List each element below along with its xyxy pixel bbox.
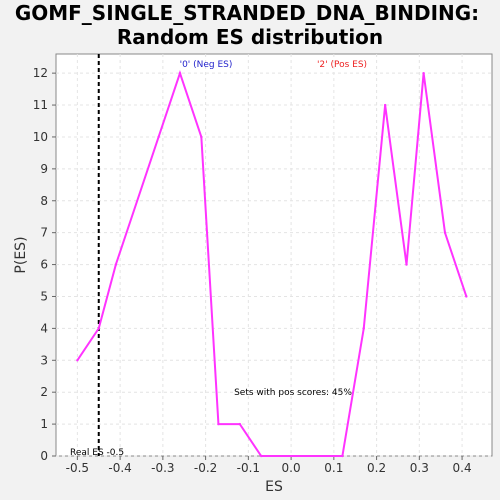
chart-title-line1: GOMF_SINGLE_STRANDED_DNA_BINDING: [15, 1, 479, 25]
data-point [443, 231, 447, 234]
y-tick-label: 6 [40, 258, 48, 272]
data-point [238, 422, 242, 426]
y-tick-label: 5 [40, 289, 48, 303]
y-tick-label: 2 [40, 385, 48, 399]
x-tick-label: 0.3 [410, 461, 429, 475]
data-point [178, 71, 182, 75]
x-tick-label: -0.3 [151, 461, 174, 475]
data-point [422, 71, 425, 75]
data-point [217, 422, 220, 426]
data-point [465, 295, 468, 298]
y-tick-label: 10 [33, 130, 48, 144]
x-axis-ticks: -0.5 -0.4 -0.3 -0.2 -0.1 0.0 0.1 0.2 0.3 0.4 [66, 456, 472, 475]
y-tick-label: 0 [40, 449, 48, 463]
y-tick-label: 7 [40, 226, 48, 240]
data-point [383, 103, 387, 107]
data-point [405, 263, 408, 266]
x-tick-label: 0.1 [324, 461, 343, 475]
x-tick-label: -0.5 [66, 461, 89, 475]
pos-scores-annotation: Sets with pos scores: 45% [234, 388, 352, 398]
y-tick-label: 11 [33, 98, 48, 112]
y-axis-label: P(ES) [13, 236, 29, 273]
data-point [362, 327, 365, 330]
series-points [76, 71, 468, 458]
y-tick-label: 1 [40, 417, 48, 431]
data-point [200, 135, 203, 139]
x-tick-label: -0.4 [108, 461, 131, 475]
real-es-label: Real ES -0.5 [70, 448, 124, 458]
data-point [157, 135, 160, 139]
y-tick-label: 4 [40, 321, 48, 335]
data-point [97, 327, 100, 330]
x-tick-label: 0.4 [453, 461, 472, 475]
y-tick-label: 12 [33, 66, 48, 80]
x-tick-label: -0.2 [194, 461, 217, 475]
y-tick-label: 8 [40, 194, 48, 208]
y-tick-label: 9 [40, 162, 48, 176]
x-axis-label: ES [265, 479, 283, 495]
x-tick-label: -0.1 [237, 461, 260, 475]
pos-es-label: '2' (Pos ES) [317, 60, 367, 70]
data-point [114, 263, 118, 266]
chart-title-line2: Random ES distribution [117, 25, 383, 49]
y-tick-label: 3 [40, 353, 48, 367]
neg-es-label: '0' (Neg ES) [180, 60, 233, 70]
x-tick-label: 0.2 [367, 461, 386, 475]
data-point [76, 359, 79, 362]
data-point [341, 454, 344, 458]
data-point [259, 454, 263, 458]
x-tick-label: 0.0 [282, 461, 301, 475]
series-line-random-es [76, 69, 468, 457]
